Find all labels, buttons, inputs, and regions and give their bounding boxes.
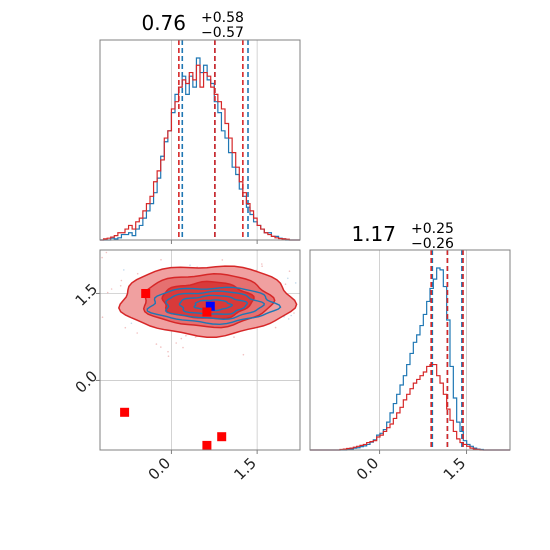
title-param1: 0.76 +0.58 −0.57 — [141, 10, 243, 41]
sample-point — [233, 336, 235, 338]
title-param1-upper: +0.58 — [201, 10, 244, 26]
title-param2-lower: −0.26 — [411, 236, 454, 252]
sample-point — [182, 346, 184, 349]
sample-point — [287, 318, 290, 320]
sample-point — [288, 270, 291, 273]
sample-point — [287, 277, 289, 280]
sample-point — [120, 279, 123, 282]
title-param2-value: 1.17 — [351, 222, 396, 246]
sample-point — [130, 322, 133, 325]
sample-point — [167, 350, 169, 353]
sample-point — [261, 263, 263, 265]
sample-point — [189, 264, 191, 267]
sample-point — [160, 259, 162, 261]
sample-point — [101, 316, 104, 319]
hist-param1-series-2 — [100, 64, 300, 241]
joint-frame — [99, 249, 301, 451]
x-tick-label-param1: 1.5 — [230, 454, 260, 484]
sample-point — [101, 256, 103, 259]
x-tick-label-param2: 1.5 — [440, 454, 470, 484]
sample-point — [284, 283, 287, 286]
sample-point — [261, 265, 263, 268]
sample-point — [274, 326, 277, 329]
sample-point — [136, 272, 139, 275]
sample-point — [106, 291, 109, 294]
marker-red-square — [217, 432, 227, 442]
hist-param2-series-2 — [310, 363, 510, 451]
sample-point — [123, 269, 125, 271]
sample-point — [124, 326, 127, 329]
title-param1-lower: −0.57 — [201, 25, 244, 41]
sample-point — [294, 282, 297, 284]
marker-blue-square — [205, 301, 215, 311]
contour-line-blue-1 — [146, 286, 282, 326]
x-tick-label-param2: 0.0 — [353, 454, 383, 484]
y-tick-label-param2: 0.0 — [72, 367, 102, 397]
marker-red-square — [202, 307, 212, 317]
sample-point — [293, 312, 295, 314]
marker-red-square — [120, 407, 130, 417]
sample-point — [290, 314, 293, 317]
sample-point — [221, 259, 224, 261]
sample-point — [119, 285, 122, 287]
sample-point — [194, 336, 197, 338]
sample-point — [136, 332, 138, 334]
marker-red-square — [202, 440, 212, 450]
title-param2: 1.17 +0.25 −0.26 — [351, 221, 454, 252]
sample-point — [105, 251, 108, 254]
marginal-histogram-param1 — [99, 39, 301, 244]
title-param1-value: 0.76 — [141, 11, 186, 35]
title-param2-upper: +0.25 — [411, 221, 454, 237]
top-frame — [99, 39, 301, 241]
sample-point — [110, 288, 113, 290]
contour-line-blue-2 — [164, 290, 265, 321]
sample-point — [167, 355, 170, 358]
sample-point — [180, 337, 183, 340]
x-tick-label-param1: 0.0 — [145, 454, 175, 484]
joint-density-panel: 0.0 1.5 0.0 1.5 — [72, 249, 301, 484]
sample-point — [185, 334, 187, 337]
sample-point — [175, 342, 177, 344]
right-frame — [309, 249, 511, 451]
contour-line-blue-4 — [193, 299, 234, 312]
sample-point — [155, 343, 158, 345]
marginal-histogram-param2: 0.0 1.5 — [309, 249, 511, 484]
marker-red-square — [141, 289, 151, 298]
sample-point — [242, 353, 245, 356]
contour-line-blue-3 — [178, 294, 249, 315]
hist-param2-series-1 — [310, 267, 510, 451]
sample-point — [160, 346, 162, 348]
y-tick-label-param2: 1.5 — [72, 280, 102, 310]
